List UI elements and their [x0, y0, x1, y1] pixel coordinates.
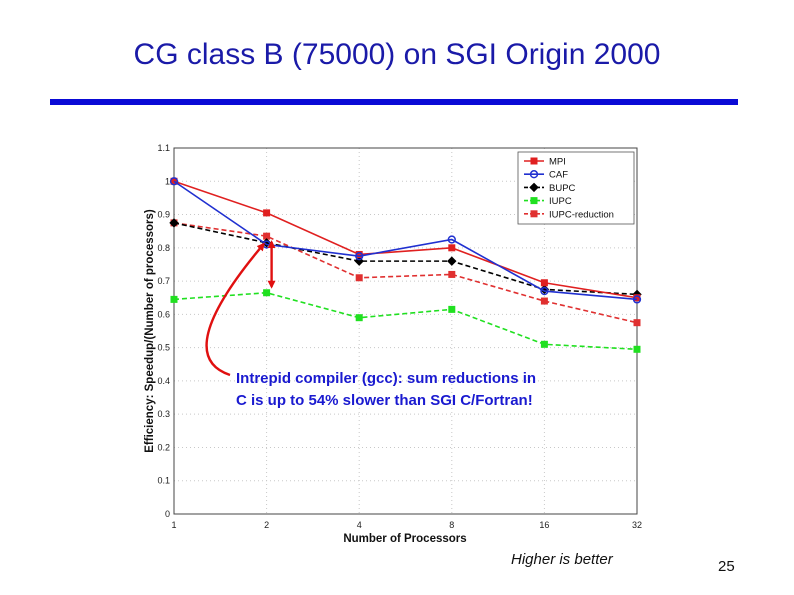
y-tick-label: 0	[165, 509, 170, 519]
legend-marker-iupc	[530, 197, 538, 205]
x-tick-label: 8	[449, 520, 454, 530]
data-point-iupc-reduction	[633, 319, 641, 327]
x-tick-label: 32	[632, 520, 642, 530]
legend-marker-mpi	[530, 157, 538, 165]
data-point-mpi	[448, 244, 456, 252]
legend-marker-iupc-reduction	[530, 210, 538, 218]
data-point-iupc-reduction	[540, 297, 548, 305]
series-bupc	[169, 218, 642, 300]
legend-marker-caf	[529, 170, 539, 179]
y-tick-label: 1.1	[157, 143, 170, 153]
data-point-iupc	[263, 289, 271, 297]
data-point-iupc-reduction	[448, 270, 456, 278]
data-point-iupc	[540, 340, 548, 348]
series-line-mpi	[173, 180, 638, 299]
y-tick-label: 0.6	[157, 309, 170, 319]
callout-arrow	[205, 242, 265, 377]
data-point-caf	[447, 235, 456, 244]
plot-frame	[173, 147, 638, 515]
data-point-iupc	[633, 345, 641, 353]
data-point-caf	[169, 177, 179, 186]
data-point-caf	[632, 295, 642, 304]
y-tick-label: 0.1	[157, 476, 170, 486]
series-line-iupc-reduction	[173, 222, 638, 324]
title-divider	[50, 99, 738, 105]
annotation-line-1: Intrepid compiler (gcc): sum reductions …	[236, 370, 536, 387]
series-line-bupc	[173, 222, 638, 296]
data-point-bupc	[354, 256, 364, 266]
efficiency-line-chart: 0 0.1 0.2 0.3 0.4 0.5 0.6 0.7 0.8 0.9 1 1.1 1 2 4 8 16 32…	[144, 143, 642, 545]
y-axis-label: Efficiency: Speedup/(Number of processor…	[144, 209, 156, 453]
data-point-bupc	[447, 256, 457, 266]
series-line-caf	[173, 180, 638, 301]
data-point-bupc	[169, 218, 179, 228]
slide-title: CG class B (75000) on SGI Origin 2000	[133, 38, 661, 71]
series-caf	[169, 177, 642, 304]
legend-label-bupc: BUPC	[549, 183, 576, 194]
annotation-layer	[205, 240, 276, 377]
legend-label-iupc: IUPC	[549, 196, 572, 207]
legend-label-caf: CAF	[549, 170, 568, 181]
data-point-mpi	[263, 209, 271, 217]
data-point-mpi	[540, 279, 548, 287]
x-tick-label: 1	[171, 520, 176, 530]
x-tick-label: 4	[357, 520, 362, 530]
data-point-iupc	[355, 314, 363, 322]
page-number: 25	[718, 558, 735, 575]
y-tick-label: 0.3	[157, 409, 170, 419]
x-tick-label: 2	[264, 520, 269, 530]
data-point-iupc	[448, 305, 456, 313]
y-tick-label: 1	[165, 176, 170, 186]
legend-marker-bupc	[529, 182, 539, 193]
y-tick-label: 0.4	[157, 376, 170, 386]
higher-is-better-note: Higher is better	[511, 551, 613, 568]
x-axis-label: Number of Processors	[343, 533, 466, 545]
x-tick-label: 16	[539, 520, 549, 530]
y-tick-label: 0.5	[157, 343, 170, 353]
annotation-line-2: C is up to 54% slower than SGI C/Fortran…	[236, 392, 533, 409]
axis-ticks: 0 0.1 0.2 0.3 0.4 0.5 0.6 0.7 0.8 0.9 1 1.1 1 2 4 8 16 32	[157, 143, 642, 530]
series-iupc	[170, 289, 641, 353]
y-tick-label: 0.9	[157, 210, 170, 220]
series-layer	[169, 177, 642, 353]
legend-label-iupc-reduction: IUPC-reduction	[549, 209, 614, 220]
data-point-caf	[540, 286, 549, 296]
y-tick-label: 0.8	[157, 243, 170, 253]
data-point-iupc-reduction	[355, 274, 363, 282]
chart-legend: MPI CAF BUPC IUPC IUPC-reduction	[517, 151, 635, 225]
data-point-iupc	[170, 295, 178, 303]
series-line-iupc	[173, 291, 638, 351]
data-point-caf	[355, 251, 364, 261]
y-tick-label: 0.2	[157, 442, 170, 452]
legend-label-mpi: MPI	[549, 157, 566, 168]
y-tick-label: 0.7	[157, 276, 170, 286]
